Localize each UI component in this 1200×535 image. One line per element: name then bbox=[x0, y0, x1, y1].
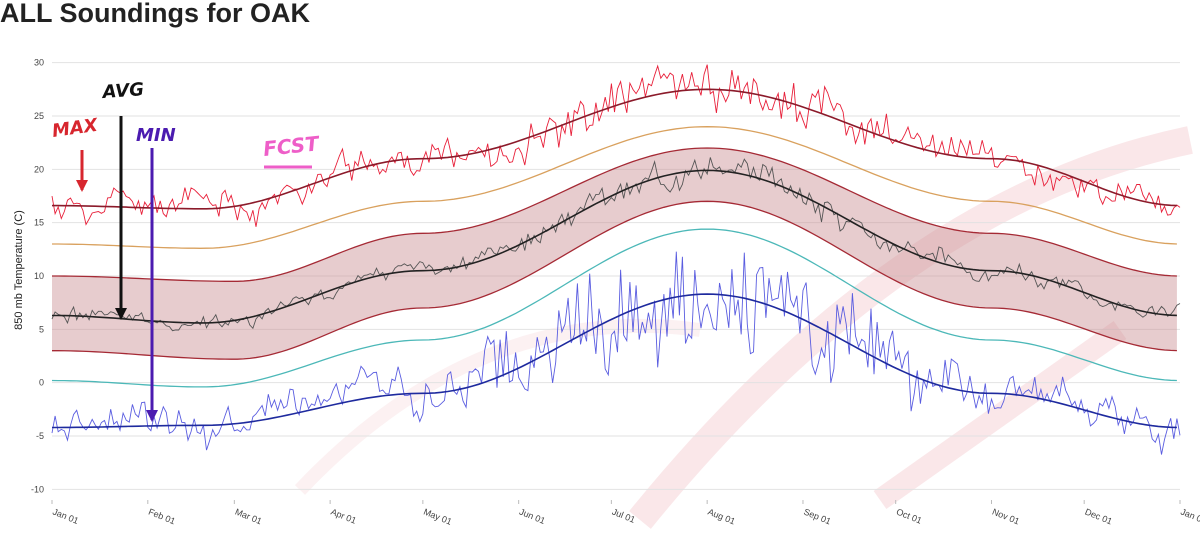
annotation-min: MIN bbox=[136, 125, 176, 146]
series-max-daily bbox=[51, 64, 1181, 227]
series-min-smooth bbox=[52, 293, 1177, 429]
x-tick-label: Oct 01 bbox=[895, 507, 923, 526]
watermark-swoosh bbox=[629, 126, 1193, 529]
y-axis-tick-labels: -10 -5 0 5 10 15 20 25 30 bbox=[31, 58, 44, 495]
y-tick-label: -10 bbox=[31, 484, 44, 494]
page-title: ALL Soundings for OAK bbox=[0, 0, 310, 28]
band-lower-line bbox=[51, 200, 1177, 360]
annotation-arrowhead bbox=[76, 180, 88, 192]
annotation-avg: AVG bbox=[100, 79, 145, 103]
annotation-arrowhead bbox=[115, 308, 127, 320]
series-avg-daily bbox=[51, 157, 1181, 332]
x-tick-label: Nov 01 bbox=[991, 507, 1021, 527]
y-tick-label: 10 bbox=[34, 271, 44, 281]
series-max-smooth bbox=[52, 88, 1177, 210]
watermark-curve bbox=[294, 318, 701, 495]
watermark-stroke bbox=[873, 321, 1127, 509]
x-tick-label: Apr 01 bbox=[329, 507, 357, 526]
y-tick-label: 30 bbox=[34, 58, 44, 68]
series-avg-smooth bbox=[52, 169, 1177, 324]
x-tick-label: Jan 01 bbox=[51, 507, 80, 526]
series-upper-percentile bbox=[52, 126, 1177, 249]
x-tick-label: Dec 01 bbox=[1083, 507, 1113, 527]
interquartile-band bbox=[51, 147, 1177, 360]
x-tick-label: Mar 01 bbox=[234, 507, 264, 527]
chart-series bbox=[51, 64, 1181, 455]
annotation-arrowhead bbox=[146, 410, 158, 422]
x-tick-label: Jan 01 bbox=[1179, 507, 1200, 526]
chart-grid bbox=[51, 62, 1181, 504]
y-tick-label: 15 bbox=[34, 218, 44, 228]
x-tick-label: Feb 01 bbox=[147, 507, 177, 527]
x-axis-tick-labels: Jan 01 Feb 01 Mar 01 Apr 01 May 01 Jun 01 Jul … bbox=[51, 507, 1200, 527]
y-tick-label: 0 bbox=[39, 378, 44, 388]
x-tick-label: May 01 bbox=[422, 507, 453, 527]
series-min-daily bbox=[51, 251, 1181, 455]
y-tick-label: 25 bbox=[34, 111, 44, 121]
band-fill bbox=[52, 148, 1177, 360]
x-tick-label: Jun 01 bbox=[518, 507, 547, 526]
y-tick-label: 20 bbox=[34, 164, 44, 174]
y-axis-title: 850 mb Temperature (C) bbox=[13, 210, 25, 330]
band-upper-line bbox=[51, 147, 1177, 282]
x-tick-label: Aug 01 bbox=[706, 507, 736, 527]
x-tick-label: Sep 01 bbox=[802, 507, 832, 527]
y-tick-label: -5 bbox=[36, 431, 44, 441]
y-tick-label: 5 bbox=[39, 324, 44, 334]
series-lower-percentile bbox=[51, 228, 1177, 388]
annotation-max: MAX bbox=[51, 115, 100, 142]
annotation-fcst: FCST bbox=[262, 131, 321, 161]
